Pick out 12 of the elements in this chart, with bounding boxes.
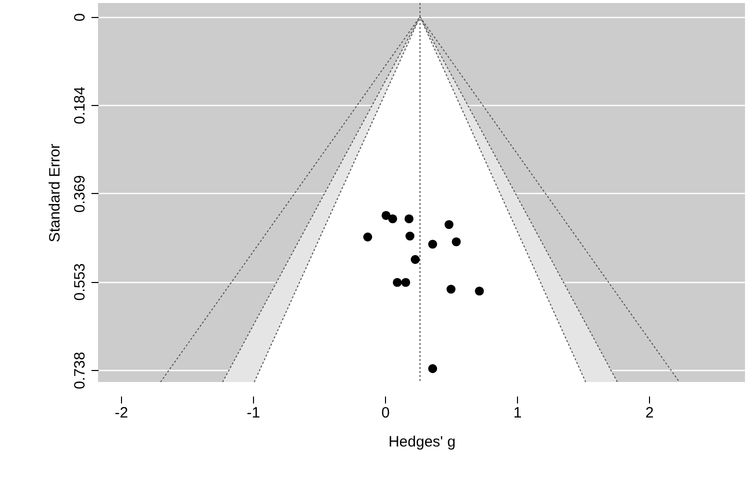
y-tick-label: 0.553 bbox=[72, 263, 88, 301]
y-axis-title: Standard Error bbox=[46, 144, 64, 242]
y-tick-label: 0 bbox=[72, 13, 88, 22]
x-tick-label: 1 bbox=[513, 404, 522, 422]
x-tick-label: 2 bbox=[645, 404, 654, 422]
x-tick-label: 0 bbox=[381, 404, 390, 422]
x-tick-label: -1 bbox=[246, 404, 260, 422]
x-tick-label: -2 bbox=[114, 404, 128, 422]
x-axis-title: Hedges' g bbox=[388, 434, 456, 450]
y-tick-label: 0.369 bbox=[72, 175, 88, 213]
y-tick-label: 0.184 bbox=[72, 86, 88, 124]
y-tick-label: 0.738 bbox=[72, 352, 88, 390]
